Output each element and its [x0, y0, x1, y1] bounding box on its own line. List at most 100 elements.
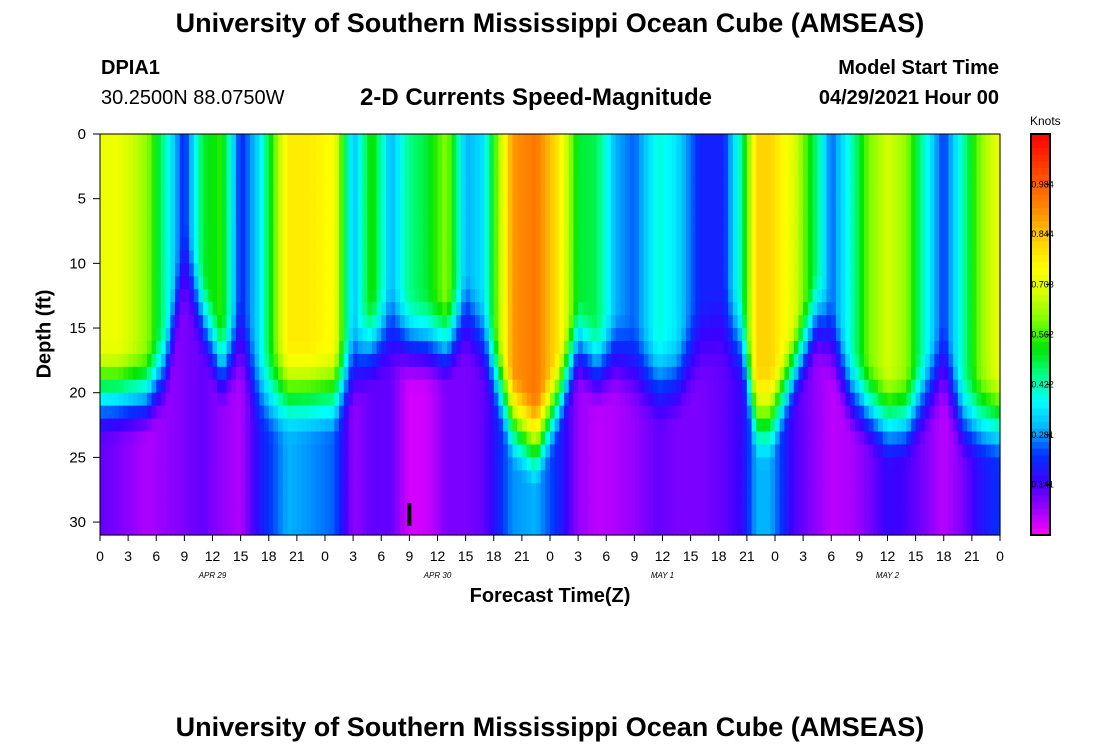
heatmap-cell: [404, 315, 410, 329]
heatmap-cell: [793, 444, 800, 458]
heatmap-cell: [709, 431, 715, 446]
heatmap-cell: [737, 250, 743, 264]
heatmap-cell: [315, 483, 321, 497]
heatmap-cell: [746, 405, 753, 420]
heatmap-cell: [371, 315, 378, 329]
heatmap-cell: [385, 250, 392, 264]
heatmap-cell: [517, 289, 523, 303]
heatmap-cell: [723, 198, 729, 213]
heatmap-cell: [807, 328, 814, 342]
heatmap-cell: [179, 405, 185, 420]
heatmap-cell: [592, 276, 598, 290]
heatmap-cell: [564, 496, 570, 510]
heatmap-cell: [662, 483, 668, 497]
heatmap-cell: [184, 237, 190, 252]
heatmap-cell: [775, 418, 781, 433]
heatmap-cell: [385, 431, 392, 446]
heatmap-cell: [582, 276, 589, 290]
heatmap-cell: [235, 198, 242, 213]
heatmap-cell: [156, 444, 162, 458]
heatmap-cell: [568, 328, 575, 342]
heatmap-cell: [418, 146, 425, 161]
heatmap-cell: [353, 509, 359, 523]
heatmap-cell: [807, 172, 814, 187]
heatmap-cell: [489, 470, 495, 484]
heatmap-cell: [268, 250, 275, 264]
heatmap-cell: [235, 405, 242, 420]
heatmap-cell: [409, 509, 415, 523]
heatmap-cell: [198, 211, 204, 226]
heatmap-cell: [334, 263, 340, 277]
heatmap-cell: [264, 418, 270, 433]
heatmap-cell: [268, 470, 275, 484]
heatmap-cell: [456, 522, 462, 536]
heatmap-cell: [667, 496, 673, 510]
heatmap-cell: [137, 509, 143, 523]
heatmap-cell: [221, 146, 228, 161]
heatmap-cell: [606, 276, 612, 290]
heatmap-cell: [606, 237, 612, 252]
heatmap-cell: [550, 263, 556, 277]
heatmap-cell: [789, 146, 795, 161]
heatmap-cell: [151, 444, 157, 458]
heatmap-cell: [625, 224, 631, 239]
heatmap-cell: [835, 263, 842, 277]
heatmap-cell: [376, 483, 382, 497]
heatmap-cell: [531, 302, 537, 316]
heatmap-cell: [587, 457, 593, 471]
heatmap-cell: [564, 276, 570, 290]
heatmap-cell: [564, 211, 570, 226]
heatmap-cell: [775, 431, 781, 446]
heatmap-cell: [817, 418, 823, 433]
heatmap-cell: [292, 315, 298, 329]
heatmap-cell: [128, 496, 134, 510]
heatmap-cell: [428, 418, 434, 433]
heatmap-cell: [545, 444, 551, 458]
heatmap-cell: [845, 328, 851, 342]
heatmap-cell: [207, 263, 214, 277]
heatmap-cell: [203, 366, 209, 381]
heatmap-cell: [254, 185, 260, 200]
heatmap-cell: [723, 405, 729, 420]
heatmap-cell: [109, 185, 115, 200]
heatmap-cell: [306, 198, 312, 213]
heatmap-cell: [606, 134, 612, 148]
heatmap-cell: [395, 431, 401, 446]
heatmap-cell: [756, 392, 762, 407]
heatmap-cell: [723, 470, 729, 484]
heatmap-cell: [142, 444, 148, 458]
heatmap-cell: [353, 340, 359, 355]
heatmap-cell: [746, 224, 753, 239]
heatmap-cell: [287, 276, 293, 290]
heatmap-cell: [489, 405, 495, 420]
heatmap-cell: [442, 237, 448, 252]
heatmap-cell: [582, 444, 589, 458]
heatmap-cell: [601, 405, 607, 420]
heatmap-cell: [123, 172, 129, 187]
heatmap-cell: [526, 276, 532, 290]
heatmap-cell: [835, 211, 842, 226]
heatmap-cell: [381, 172, 387, 187]
heatmap-cell: [175, 522, 181, 536]
heatmap-cell: [465, 366, 471, 381]
heatmap-cell: [451, 185, 457, 200]
heatmap-cell: [414, 185, 420, 200]
heatmap-cell: [610, 509, 617, 523]
heatmap-cell: [442, 289, 448, 303]
heatmap-cell: [845, 457, 851, 471]
heatmap-cell: [428, 185, 434, 200]
heatmap-cell: [714, 379, 720, 394]
heatmap-cell: [371, 353, 378, 368]
heatmap-cell: [568, 211, 575, 226]
heatmap-cell: [240, 509, 246, 523]
heatmap-cell: [587, 250, 593, 264]
heatmap-cell: [259, 198, 265, 213]
heatmap-cell: [826, 405, 832, 420]
heatmap-cell: [550, 146, 556, 161]
heatmap-cell: [264, 392, 270, 407]
heatmap-cell: [254, 224, 260, 239]
heatmap-cell: [639, 250, 645, 264]
heatmap-cell: [742, 315, 748, 329]
heatmap-cell: [146, 134, 153, 148]
heatmap-cell: [606, 185, 612, 200]
